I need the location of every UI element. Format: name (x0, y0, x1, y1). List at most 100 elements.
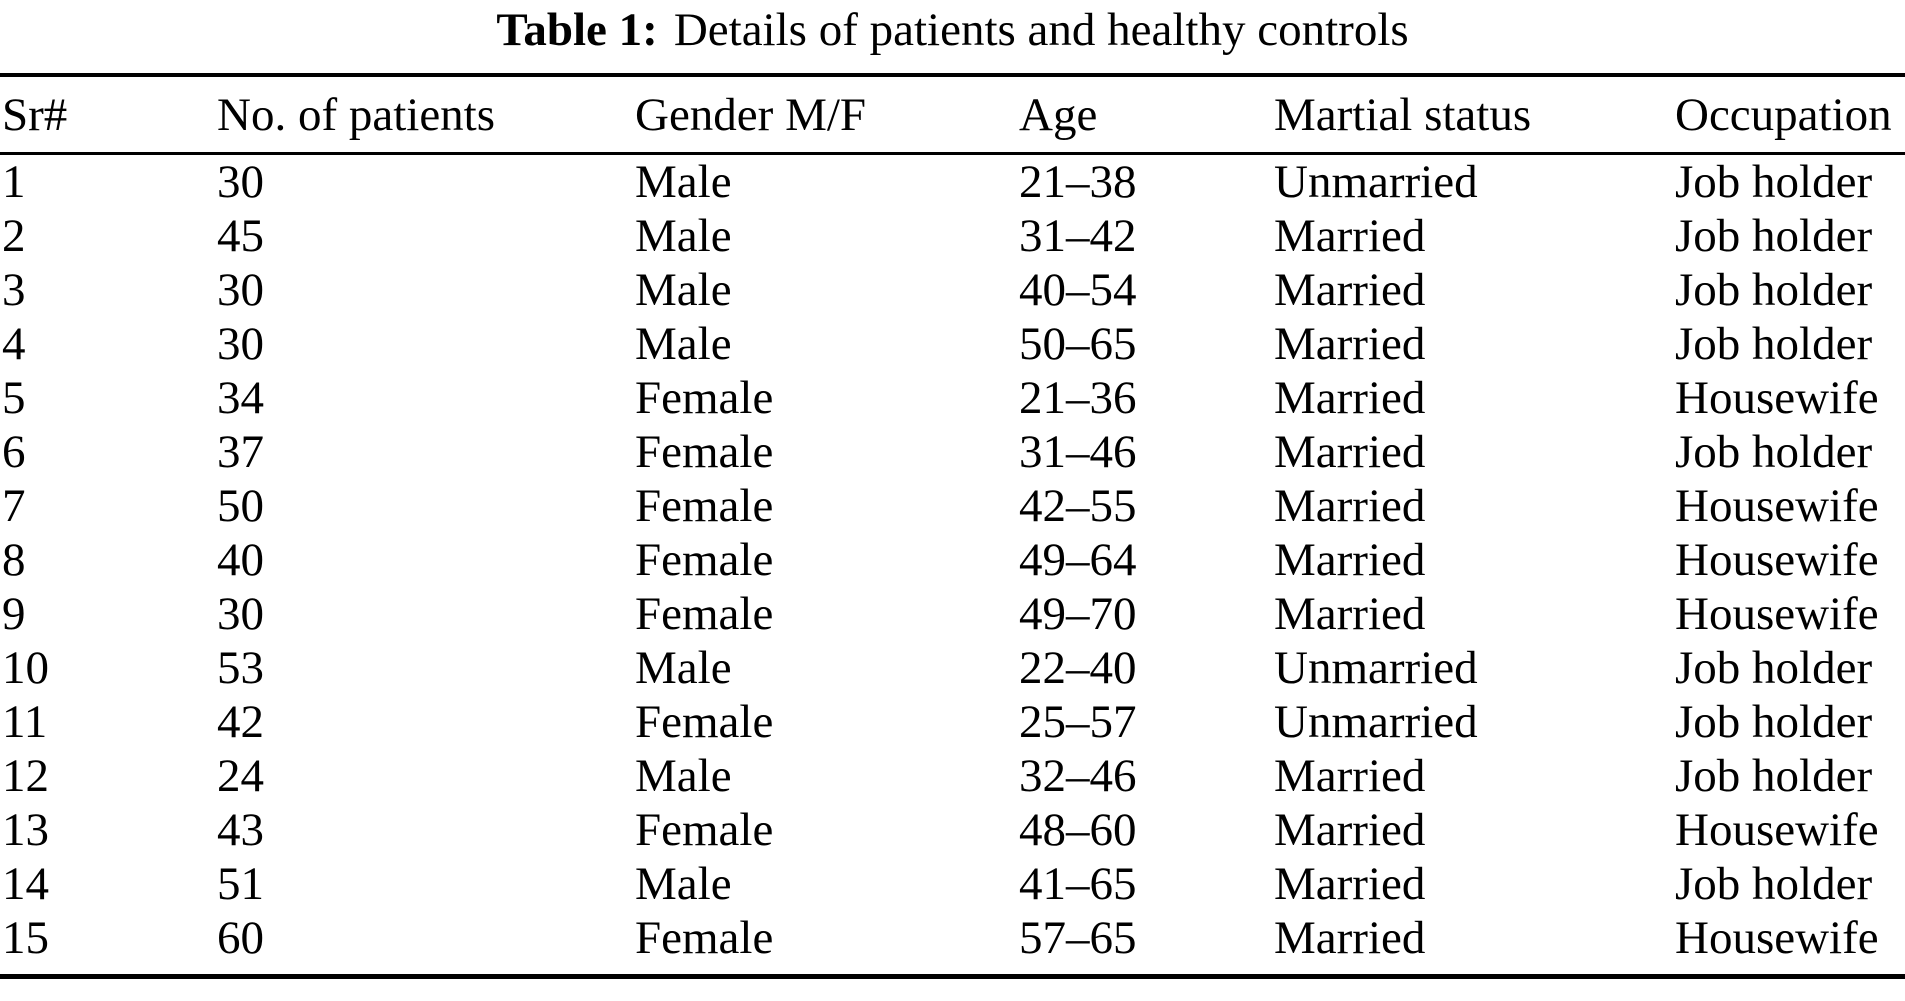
cell-age: 49–70 (1019, 588, 1137, 640)
cell-age: 31–42 (1019, 210, 1137, 262)
table-row: 5 34 Female 21–36 Married Housewife (0, 371, 1905, 425)
table-row: 6 37 Female 31–46 Married Job holder (0, 425, 1905, 479)
table-caption: Table 1: Details of patients and healthy … (0, 2, 1905, 58)
cell-occupation: Job holder (1675, 696, 1873, 748)
header-row: Sr# No. of patients Gender M/F Age Marti… (0, 73, 1905, 155)
table-caption-text: Details of patients and healthy controls (673, 4, 1409, 56)
table-row: 1 30 Male 21–38 Unmarried Job holder (0, 154, 1905, 210)
cell-age: 50–65 (1019, 318, 1137, 370)
cell-sr: 14 (2, 858, 49, 910)
cell-occupation: Job holder (1675, 210, 1873, 262)
cell-age: 42–55 (1019, 480, 1137, 532)
table-row: 14 51 Male 41–65 Married Job holder (0, 857, 1905, 911)
cell-patients: 53 (217, 642, 264, 694)
cell-patients: 37 (217, 426, 264, 478)
cell-gender: Female (633, 911, 1017, 979)
cell-sr: 12 (2, 750, 49, 802)
cell-sr: 11 (2, 696, 48, 748)
cell-patients: 60 (215, 911, 633, 979)
table-caption-label: Table 1: (496, 4, 658, 56)
cell-age: 32–46 (1019, 750, 1137, 802)
cell-occupation: Job holder (1675, 642, 1873, 694)
table-row: 15 60 Female 57–65 Married Housewife (0, 911, 1905, 979)
cell-occupation: Housewife (1675, 372, 1879, 424)
table-row: 13 43 Female 48–60 Married Housewife (0, 803, 1905, 857)
patients-table: Sr# No. of patients Gender M/F Age Marti… (0, 73, 1905, 979)
cell-patients: 45 (217, 210, 264, 262)
column-header-sr: Sr# (0, 73, 215, 155)
table-row: 10 53 Male 22–40 Unmarried Job holder (0, 641, 1905, 695)
cell-marital: Married (1274, 318, 1426, 370)
cell-marital: Unmarried (1274, 156, 1478, 208)
cell-marital: Married (1274, 480, 1426, 532)
cell-marital: Unmarried (1274, 642, 1478, 694)
cell-gender: Male (635, 156, 732, 208)
cell-occupation: Job holder (1675, 264, 1873, 316)
cell-marital: Married (1274, 210, 1426, 262)
cell-marital: Married (1274, 804, 1426, 856)
cell-sr: 4 (2, 318, 26, 370)
cell-occupation: Job holder (1675, 156, 1873, 208)
cell-patients: 42 (217, 696, 264, 748)
column-header-gender: Gender M/F (633, 73, 1017, 155)
cell-gender: Male (635, 750, 732, 802)
cell-gender: Female (635, 426, 774, 478)
cell-occupation: Housewife (1675, 588, 1879, 640)
cell-occupation: Housewife (1675, 534, 1879, 586)
cell-marital: Married (1274, 426, 1426, 478)
cell-age: 40–54 (1019, 264, 1137, 316)
cell-sr: 13 (2, 804, 49, 856)
cell-patients: 24 (217, 750, 264, 802)
cell-sr: 6 (2, 426, 26, 478)
cell-patients: 34 (217, 372, 264, 424)
cell-age: 49–64 (1019, 534, 1137, 586)
table-row: 7 50 Female 42–55 Married Housewife (0, 479, 1905, 533)
cell-sr: 2 (2, 210, 26, 262)
cell-sr: 7 (2, 480, 26, 532)
cell-occupation: Job holder (1675, 318, 1873, 370)
cell-age: 21–38 (1019, 156, 1137, 208)
cell-gender: Male (635, 642, 732, 694)
cell-sr: 1 (2, 156, 26, 208)
cell-patients: 30 (217, 264, 264, 316)
cell-patients: 30 (217, 156, 264, 208)
table-body: 1 30 Male 21–38 Unmarried Job holder 2 4… (0, 154, 1905, 979)
table-row: 9 30 Female 49–70 Married Housewife (0, 587, 1905, 641)
cell-gender: Female (635, 804, 774, 856)
table-row: 12 24 Male 32–46 Married Job holder (0, 749, 1905, 803)
cell-marital: Married (1274, 534, 1426, 586)
cell-marital: Married (1272, 911, 1673, 979)
cell-gender: Female (635, 696, 774, 748)
cell-sr: 9 (2, 588, 26, 640)
cell-sr: 15 (0, 911, 215, 979)
cell-occupation: Job holder (1675, 750, 1873, 802)
cell-sr: 5 (2, 372, 26, 424)
cell-gender: Male (635, 318, 732, 370)
column-header-age: Age (1017, 73, 1272, 155)
cell-patients: 40 (217, 534, 264, 586)
cell-age: 21–36 (1019, 372, 1137, 424)
cell-patients: 30 (217, 588, 264, 640)
cell-sr: 10 (2, 642, 49, 694)
cell-patients: 51 (217, 858, 264, 910)
column-header-marital: Martial status (1272, 73, 1673, 155)
cell-patients: 50 (217, 480, 264, 532)
cell-age: 57–65 (1017, 911, 1272, 979)
cell-marital: Married (1274, 750, 1426, 802)
cell-marital: Unmarried (1274, 696, 1478, 748)
cell-marital: Married (1274, 858, 1426, 910)
cell-marital: Married (1274, 372, 1426, 424)
cell-gender: Female (635, 372, 774, 424)
table-row: 11 42 Female 25–57 Unmarried Job holder (0, 695, 1905, 749)
cell-age: 22–40 (1019, 642, 1137, 694)
cell-occupation: Job holder (1675, 858, 1873, 910)
cell-age: 48–60 (1019, 804, 1137, 856)
cell-occupation: Job holder (1675, 426, 1873, 478)
cell-age: 25–57 (1019, 696, 1137, 748)
cell-gender: Female (635, 534, 774, 586)
cell-gender: Male (635, 858, 732, 910)
column-header-occupation: Occupation (1673, 73, 1905, 155)
cell-sr: 3 (2, 264, 26, 316)
cell-gender: Male (635, 210, 732, 262)
